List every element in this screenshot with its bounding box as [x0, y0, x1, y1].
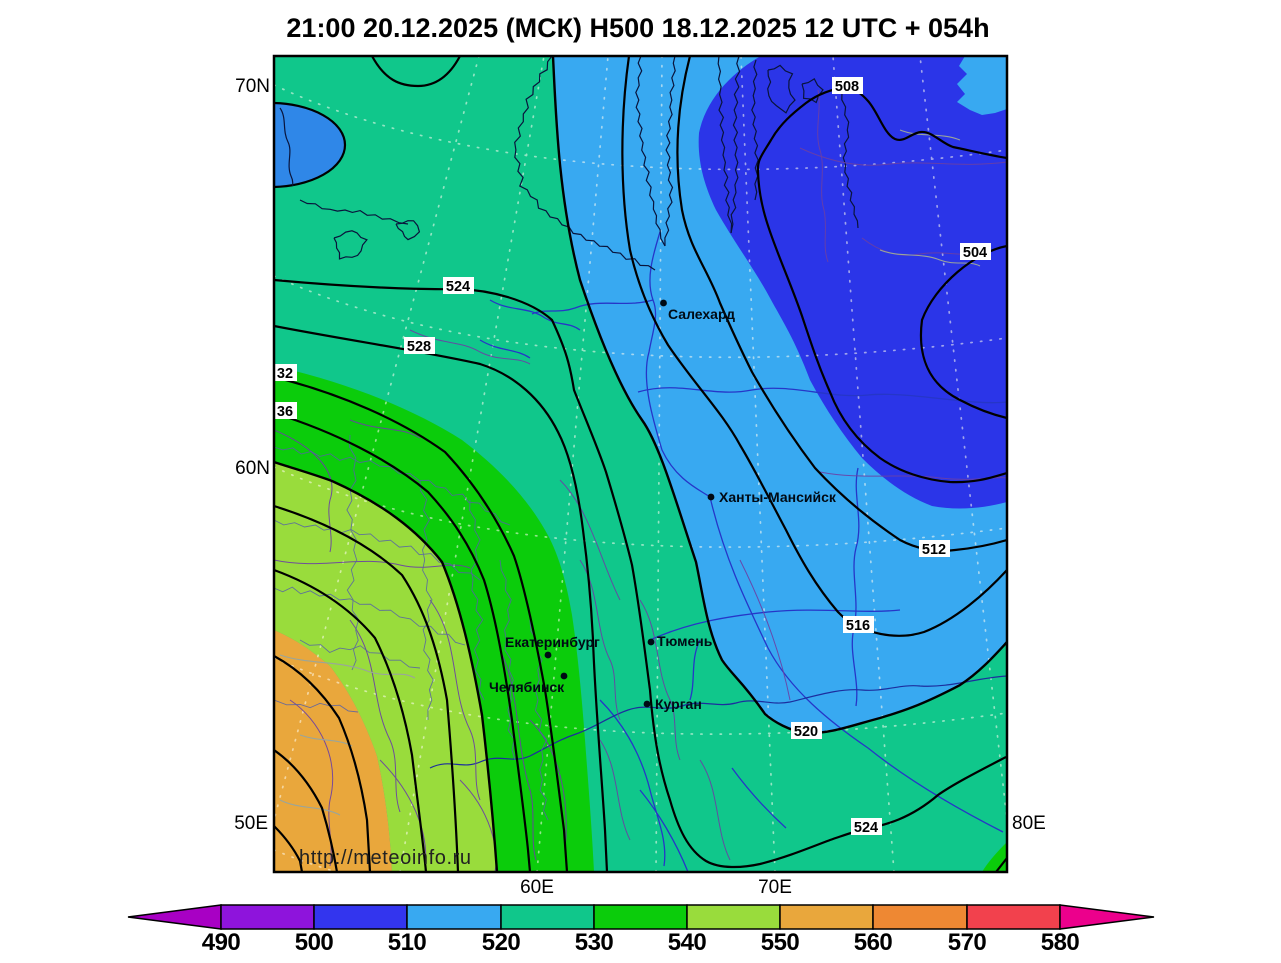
svg-text:500: 500	[295, 929, 334, 956]
svg-text:Салехард: Салехард	[668, 306, 735, 322]
svg-text:516: 516	[846, 618, 870, 634]
svg-text:Екатеринбург: Екатеринбург	[505, 634, 600, 650]
svg-text:510: 510	[388, 929, 427, 956]
svg-text:524: 524	[446, 279, 470, 295]
svg-text:560: 560	[854, 929, 893, 956]
svg-text:504: 504	[963, 245, 987, 261]
svg-text:550: 550	[761, 929, 800, 956]
svg-text:Тюмень: Тюмень	[657, 633, 713, 649]
svg-text:Челябинск: Челябинск	[489, 679, 565, 695]
svg-text:21:00 20.12.2025 (МСК) H500 1: 21:00 20.12.2025 (МСК) H500 18.12.2025 1…	[286, 13, 989, 43]
svg-text:524: 524	[854, 820, 878, 836]
svg-text:520: 520	[794, 724, 818, 740]
svg-text:528: 528	[407, 339, 431, 355]
svg-text:580: 580	[1041, 929, 1080, 956]
svg-text:http://meteoinfo.ru: http://meteoinfo.ru	[299, 847, 472, 869]
svg-text:32: 32	[277, 366, 293, 382]
svg-text:Ханты-Мансийск: Ханты-Мансийск	[719, 489, 837, 505]
svg-text:60N: 60N	[235, 458, 270, 479]
svg-text:Курган: Курган	[655, 696, 702, 712]
svg-text:80E: 80E	[1012, 813, 1046, 834]
svg-text:530: 530	[575, 929, 614, 956]
svg-text:508: 508	[835, 79, 859, 95]
svg-text:570: 570	[948, 929, 987, 956]
svg-text:36: 36	[277, 404, 293, 420]
svg-text:50E: 50E	[234, 813, 268, 834]
svg-text:490: 490	[202, 929, 241, 956]
svg-text:70N: 70N	[235, 76, 270, 97]
svg-text:512: 512	[922, 542, 946, 558]
svg-text:70E: 70E	[758, 877, 792, 898]
svg-text:540: 540	[668, 929, 707, 956]
svg-text:520: 520	[482, 929, 521, 956]
svg-text:60E: 60E	[520, 877, 554, 898]
